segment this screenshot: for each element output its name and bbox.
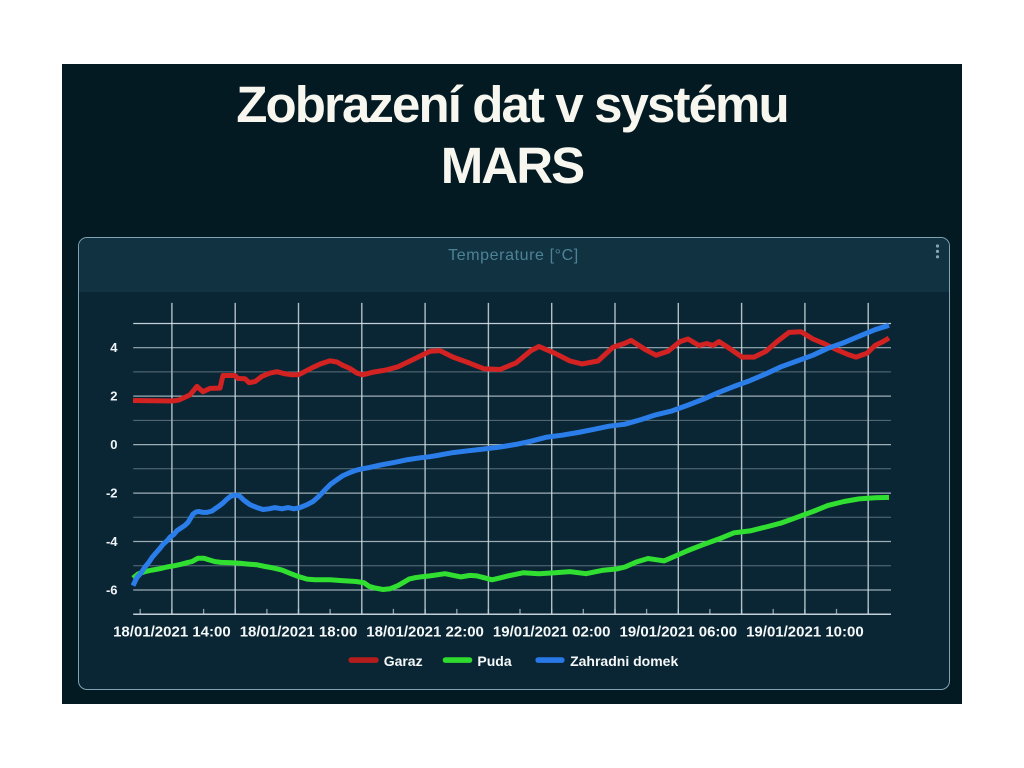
svg-text:Puda: Puda	[477, 653, 511, 669]
svg-text:-2: -2	[106, 486, 118, 501]
svg-text:18/01/2021 22:00: 18/01/2021 22:00	[366, 623, 484, 640]
svg-text:Zahradni domek: Zahradni domek	[570, 653, 678, 669]
svg-text:18/01/2021 18:00: 18/01/2021 18:00	[240, 623, 358, 640]
svg-text:2: 2	[110, 389, 117, 404]
svg-text:0: 0	[110, 437, 117, 452]
svg-text:19/01/2021 02:00: 19/01/2021 02:00	[493, 623, 611, 640]
svg-text:19/01/2021 10:00: 19/01/2021 10:00	[746, 623, 864, 640]
svg-text:19/01/2021 06:00: 19/01/2021 06:00	[619, 623, 737, 640]
svg-text:4: 4	[110, 340, 118, 355]
svg-text:18/01/2021 14:00: 18/01/2021 14:00	[113, 623, 231, 640]
svg-text:Garaz: Garaz	[384, 653, 423, 669]
svg-text:-6: -6	[106, 583, 118, 598]
svg-text:-4: -4	[106, 534, 118, 549]
